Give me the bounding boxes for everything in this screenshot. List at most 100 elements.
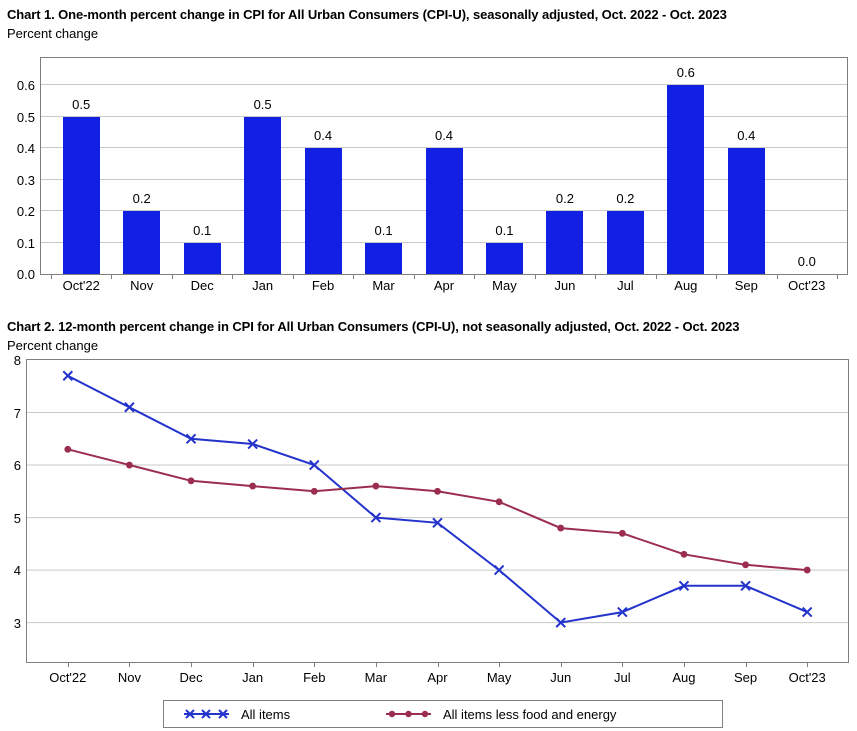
chart2-line-plot-area: [26, 359, 849, 663]
x-tick-label: Mar: [372, 278, 395, 293]
bar-jan: [244, 116, 282, 274]
x-tick-label: Nov: [130, 278, 154, 293]
gridline: [41, 84, 847, 86]
x-tick-label: Sep: [734, 278, 758, 293]
x-tick-label: Aug: [672, 670, 696, 685]
x-tick-label: Sep: [733, 670, 758, 685]
legend-label-core: All items less food and energy: [443, 706, 617, 722]
x-axis-tick: [595, 275, 597, 279]
x-tick-label: Oct'23: [788, 278, 826, 293]
legend-entry-all-items: All items: [184, 707, 386, 722]
x-tick-label: Mar: [364, 670, 388, 685]
x-axis-tick: [67, 663, 69, 667]
y-tick-label: 0.5: [16, 109, 35, 125]
bar-value-label: 0.4: [737, 128, 756, 144]
x-tick-label: Dec: [190, 278, 214, 293]
y-tick-label: 3: [13, 615, 21, 631]
x-axis-tick: [129, 663, 131, 667]
x-tick-label: Jul: [617, 278, 634, 293]
y-tick-label: 6: [13, 458, 21, 474]
x-tick-label: Oct'22: [62, 278, 100, 293]
x-axis-tick: [837, 275, 838, 279]
bar-value-label: 0.5: [253, 96, 272, 112]
bar-value-label: 0.2: [132, 191, 151, 207]
y-tick-label: 0.6: [16, 78, 35, 94]
bar-mar: [365, 242, 403, 274]
core-line-marker-icon: [386, 710, 431, 718]
gridline: [41, 115, 847, 117]
bar-value-label: 0.0: [797, 254, 816, 269]
bar-value-label: 0.6: [676, 65, 695, 81]
x-axis-tick: [111, 275, 113, 279]
bar-value-label: 0.2: [555, 191, 574, 207]
x-axis-tick: [622, 663, 624, 667]
x-tick-label: Aug: [674, 278, 698, 293]
bar-value-label: 0.2: [616, 191, 635, 207]
all-items-line-marker-icon: [184, 709, 229, 719]
bar-value-label: 0.5: [72, 96, 91, 112]
x-tick-label: Jan: [242, 670, 264, 685]
bar-value-label: 0.1: [193, 222, 212, 238]
x-axis-tick: [353, 275, 355, 279]
y-tick-label: 4: [13, 563, 21, 579]
x-tick-label: Oct'23: [788, 670, 826, 685]
bar-apr: [425, 148, 463, 274]
x-tick-label: Apr: [433, 278, 455, 293]
x-axis-tick: [499, 663, 501, 667]
chart2-legend: All items All items less food and energy: [163, 700, 723, 728]
x-axis-tick: [534, 275, 536, 279]
x-axis-tick: [716, 275, 718, 279]
x-tick-label: Jun: [550, 670, 572, 685]
x-axis-tick: [191, 663, 193, 667]
bar-sep: [727, 148, 765, 274]
y-tick-label: 0.1: [16, 235, 35, 251]
y-tick-label: 8: [13, 353, 21, 368]
bar-jul: [606, 211, 644, 274]
bar-oct22: [62, 116, 100, 274]
bar-value-label: 0.1: [374, 222, 393, 238]
x-tick-label: Oct'22: [49, 670, 87, 685]
x-tick-label: Feb: [303, 670, 326, 685]
chart2-axis-label: Percent change: [7, 338, 99, 353]
line-series-layer: [27, 360, 848, 662]
bar-value-label: 0.4: [434, 128, 454, 144]
x-tick-label: Feb: [311, 278, 335, 293]
x-axis-tick: [745, 663, 747, 667]
gridline: [41, 147, 847, 149]
x-axis-tick: [314, 663, 316, 667]
x-tick-label: May: [492, 278, 517, 293]
x-axis-tick: [51, 275, 52, 279]
bar-dec: [183, 242, 221, 274]
x-axis-tick: [683, 663, 685, 667]
x-axis-tick: [292, 275, 294, 279]
y-tick-label: 0.3: [16, 172, 35, 188]
x-tick-label: Dec: [179, 670, 203, 685]
bar-jun: [546, 211, 584, 274]
bar-value-label: 0.1: [495, 222, 514, 238]
x-axis-tick: [252, 663, 254, 667]
x-axis-tick: [807, 663, 809, 667]
x-axis-tick: [655, 275, 657, 279]
x-tick-label: Apr: [427, 670, 448, 685]
legend-label-all-items: All items: [241, 706, 291, 722]
chart1-axis-label: Percent change: [7, 26, 99, 41]
x-axis-tick: [776, 275, 778, 279]
x-axis-tick: [474, 275, 476, 279]
x-tick-label: Jun: [554, 278, 576, 293]
legend-entry-core: All items less food and energy: [386, 707, 616, 722]
x-axis-tick: [560, 663, 562, 667]
bar-feb: [304, 148, 342, 274]
chart1-bar-plot-area: 0.5 0.2 0.1 0.5 0.4 0.1 0.4 0.1 0.2 0.2 0.6 0.4 0.0: [40, 57, 848, 275]
y-tick-label: 0.2: [16, 204, 35, 220]
y-tick-label: 7: [13, 405, 21, 421]
chart2-title: Chart 2. 12-month percent change in CPI …: [7, 319, 740, 334]
bar-aug: [667, 85, 705, 274]
x-axis-tick: [375, 663, 377, 667]
bar-may: [485, 242, 523, 274]
chart1-title: Chart 1. One-month percent change in CPI…: [7, 7, 727, 22]
bar-nov: [123, 211, 161, 274]
y-tick-label: 0.4: [16, 141, 35, 157]
x-axis-tick: [232, 275, 234, 279]
y-tick-label: 0.0: [16, 267, 35, 282]
